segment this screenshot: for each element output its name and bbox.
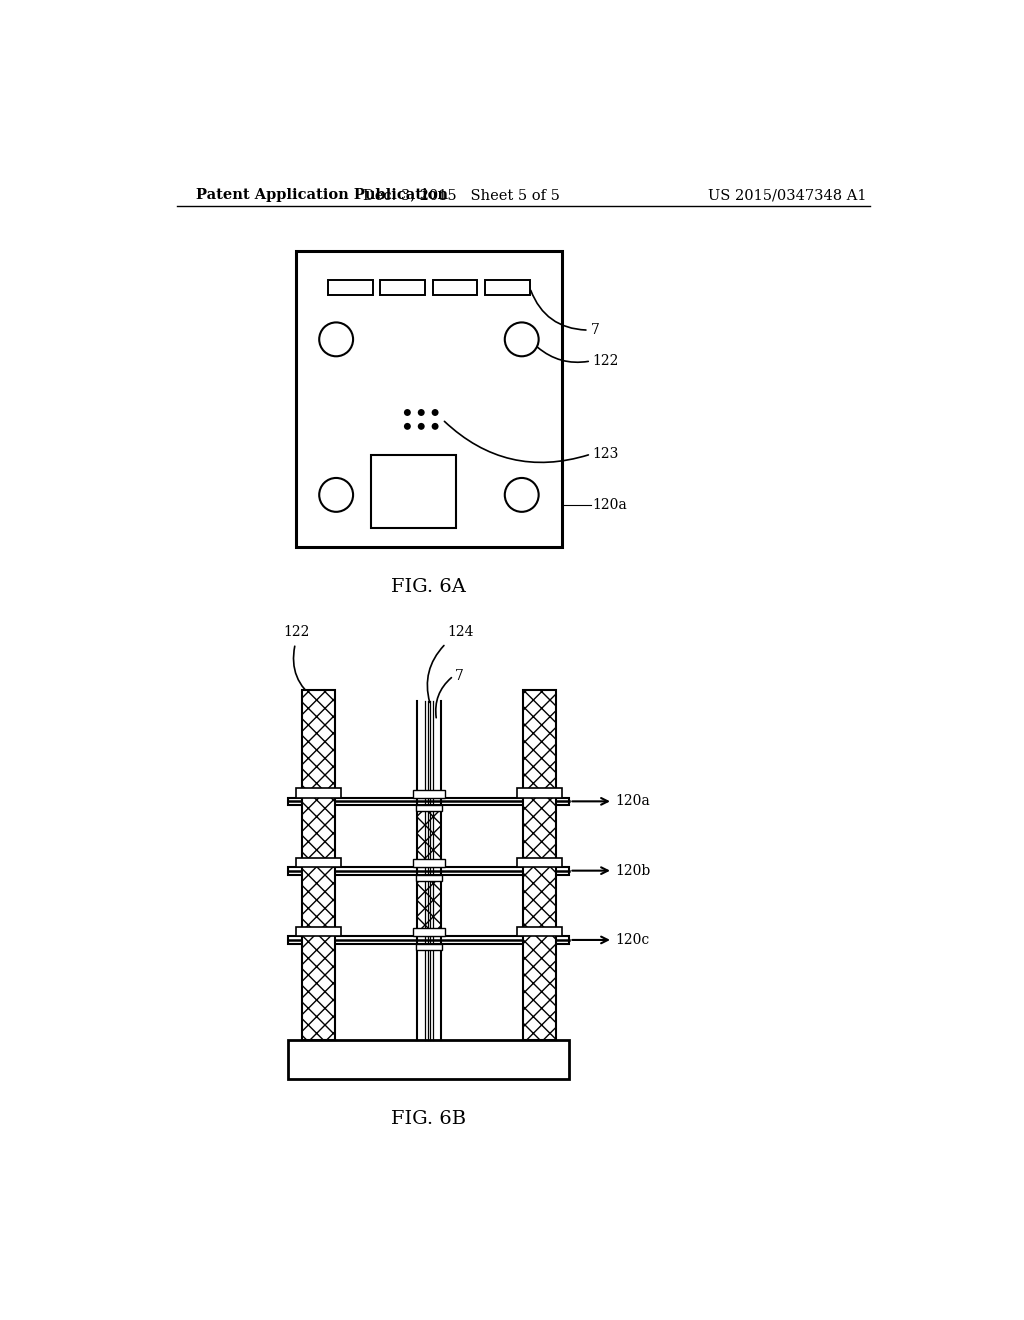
- Text: 123: 123: [593, 447, 618, 461]
- Bar: [523, 689, 556, 1040]
- Bar: [289, 1040, 569, 1078]
- Bar: [413, 859, 445, 867]
- Circle shape: [403, 409, 411, 416]
- Circle shape: [505, 322, 539, 356]
- Text: Dec. 3, 2015   Sheet 5 of 5: Dec. 3, 2015 Sheet 5 of 5: [364, 189, 560, 202]
- Bar: [517, 788, 562, 797]
- Bar: [418, 874, 440, 936]
- Text: US 2015/0347348 A1: US 2015/0347348 A1: [708, 189, 866, 202]
- Bar: [517, 858, 562, 867]
- Bar: [381, 280, 425, 296]
- Bar: [418, 805, 440, 867]
- Text: FIG. 6B: FIG. 6B: [391, 1110, 467, 1127]
- Bar: [413, 789, 445, 797]
- Text: 120a: 120a: [572, 795, 650, 808]
- Bar: [289, 797, 569, 805]
- Bar: [302, 689, 335, 1040]
- Bar: [296, 927, 341, 936]
- Text: 122: 122: [593, 354, 618, 368]
- Bar: [433, 280, 477, 296]
- Bar: [296, 788, 341, 797]
- Text: 120c: 120c: [572, 933, 650, 946]
- Circle shape: [403, 422, 411, 430]
- Bar: [413, 928, 445, 936]
- Text: 7: 7: [591, 323, 600, 337]
- Text: 122: 122: [284, 624, 310, 639]
- Circle shape: [505, 478, 539, 512]
- Text: Patent Application Publication: Patent Application Publication: [196, 189, 449, 202]
- Bar: [371, 455, 456, 528]
- Circle shape: [319, 322, 353, 356]
- Bar: [416, 805, 442, 812]
- Bar: [302, 689, 335, 1040]
- Text: 124: 124: [447, 624, 474, 639]
- Circle shape: [319, 478, 353, 512]
- Bar: [296, 251, 562, 548]
- Text: 7: 7: [455, 669, 464, 682]
- Bar: [485, 280, 529, 296]
- Bar: [416, 874, 442, 880]
- Circle shape: [432, 422, 438, 430]
- Circle shape: [432, 409, 438, 416]
- Bar: [416, 944, 442, 950]
- Text: 120a: 120a: [593, 498, 628, 512]
- Text: FIG. 6A: FIG. 6A: [391, 578, 466, 597]
- Bar: [328, 280, 373, 296]
- Text: 120b: 120b: [572, 863, 651, 878]
- Bar: [289, 867, 569, 875]
- Circle shape: [418, 409, 425, 416]
- Circle shape: [418, 422, 425, 430]
- Bar: [523, 689, 556, 1040]
- Bar: [296, 858, 341, 867]
- Bar: [289, 936, 569, 944]
- Bar: [517, 927, 562, 936]
